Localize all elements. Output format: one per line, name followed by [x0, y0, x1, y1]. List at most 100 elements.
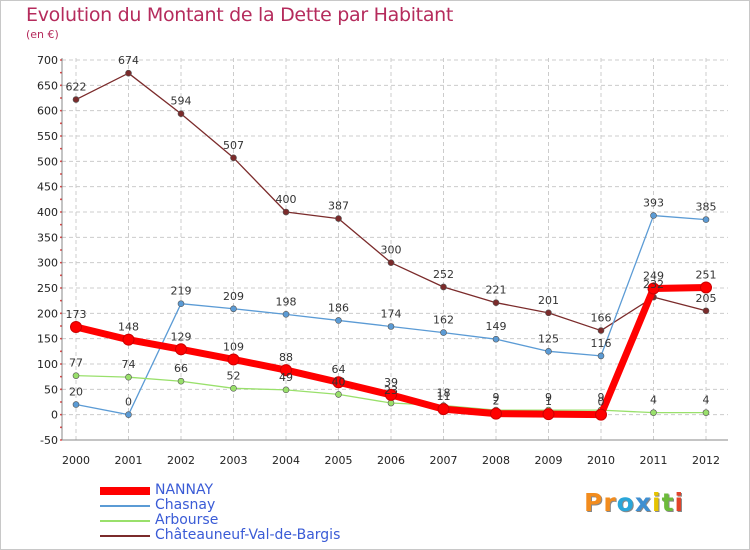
- data-point: [545, 309, 552, 317]
- y-minor-tick: [60, 274, 62, 277]
- data-label: 88: [279, 351, 293, 364]
- legend-label: Arbourse: [155, 512, 219, 528]
- y-tick-label: 50: [44, 383, 58, 396]
- data-point: [387, 259, 395, 266]
- data-label: 400: [276, 193, 297, 206]
- data-point: [597, 352, 605, 360]
- x-tick-label: 2003: [220, 454, 248, 467]
- data-point: [335, 215, 342, 222]
- data-point: [650, 212, 657, 219]
- y-tick-label: 0: [51, 409, 58, 422]
- data-point: [177, 110, 185, 118]
- y-minor-tick: [60, 401, 62, 403]
- y-tick-label: 400: [37, 206, 58, 219]
- data-point: [282, 386, 290, 394]
- data-label: 116: [591, 337, 612, 350]
- data-label: 4: [703, 394, 710, 407]
- data-point: [175, 343, 187, 356]
- y-minor-tick: [60, 160, 62, 163]
- data-label: 40: [332, 375, 346, 388]
- y-minor-tick: [60, 350, 62, 353]
- data-point: [227, 353, 240, 366]
- y-tick-label: 200: [37, 307, 58, 320]
- data-point: [440, 283, 447, 291]
- data-label: 64: [332, 363, 346, 376]
- data-label: 219: [171, 285, 192, 298]
- legend-label: NANNAY: [155, 482, 214, 498]
- data-label: 251: [696, 268, 717, 281]
- data-point: [387, 323, 395, 330]
- data-label: 209: [223, 290, 244, 303]
- data-label: 109: [223, 340, 244, 353]
- y-minor-tick: [60, 97, 62, 99]
- y-minor-tick: [60, 122, 62, 125]
- data-point: [125, 373, 132, 381]
- legend-swatch: [100, 535, 150, 537]
- data-point: [70, 321, 82, 334]
- data-point: [595, 408, 607, 421]
- y-minor-tick: [60, 287, 62, 289]
- data-point: [335, 317, 342, 324]
- y-minor-tick: [60, 173, 62, 175]
- data-point: [542, 408, 555, 421]
- x-tick-label: 2007: [430, 454, 458, 467]
- data-label: 52: [227, 369, 241, 382]
- data-point: [125, 411, 132, 418]
- data-label: 507: [223, 139, 244, 152]
- legend-swatch: [100, 505, 150, 507]
- data-point: [702, 216, 710, 223]
- y-minor-tick: [60, 84, 62, 87]
- data-point: [702, 409, 710, 416]
- data-point: [647, 282, 660, 295]
- proxiti-logo: Proxiti: [584, 488, 685, 517]
- data-point: [597, 327, 605, 334]
- data-point: [177, 300, 185, 308]
- data-label: 20: [69, 386, 83, 399]
- legend-label: Chasnay: [155, 497, 216, 513]
- y-minor-tick: [60, 223, 62, 226]
- data-label: 129: [171, 330, 192, 343]
- data-label: 205: [696, 292, 717, 305]
- y-minor-tick: [60, 413, 62, 416]
- data-point: [387, 399, 395, 407]
- data-label: 249: [643, 270, 664, 283]
- y-tick-label: 100: [37, 358, 58, 371]
- x-tick-label: 2010: [587, 454, 615, 467]
- legend-swatch: [100, 520, 150, 522]
- y-minor-tick: [60, 59, 62, 61]
- y-minor-tick: [60, 337, 62, 340]
- data-label: 148: [118, 321, 139, 334]
- x-tick-label: 2004: [272, 454, 300, 467]
- chart-subtitle: (en €): [26, 28, 59, 41]
- data-point: [332, 376, 345, 389]
- y-minor-tick: [60, 261, 62, 264]
- y-minor-tick: [60, 388, 62, 391]
- y-tick-label: 650: [37, 79, 58, 92]
- legend-label: Châteauneuf-Val-de-Bargis: [155, 527, 341, 543]
- data-point: [702, 307, 710, 315]
- y-tick-label: 300: [37, 257, 58, 270]
- y-tick-label: 350: [37, 231, 58, 244]
- data-label: 232: [643, 278, 664, 291]
- y-minor-tick: [60, 312, 62, 315]
- x-tick-label: 2001: [115, 454, 143, 467]
- data-label: 77: [69, 357, 83, 370]
- data-point: [72, 96, 80, 103]
- data-label: 2: [493, 395, 500, 408]
- y-tick-label: 600: [37, 105, 58, 118]
- data-point: [122, 333, 135, 346]
- data-label: 11: [437, 390, 451, 403]
- data-label: 39: [384, 376, 398, 389]
- data-label: 173: [66, 308, 87, 321]
- data-point: [650, 409, 657, 416]
- data-point: [230, 154, 237, 162]
- x-tick-label: 2002: [167, 454, 195, 467]
- data-label: 66: [174, 362, 188, 375]
- data-label: 221: [486, 284, 507, 297]
- y-tick-label: 550: [37, 130, 58, 143]
- data-point: [440, 329, 447, 336]
- x-tick-label: 2000: [62, 454, 90, 467]
- y-tick-label: 500: [37, 155, 58, 168]
- y-minor-tick: [60, 426, 62, 429]
